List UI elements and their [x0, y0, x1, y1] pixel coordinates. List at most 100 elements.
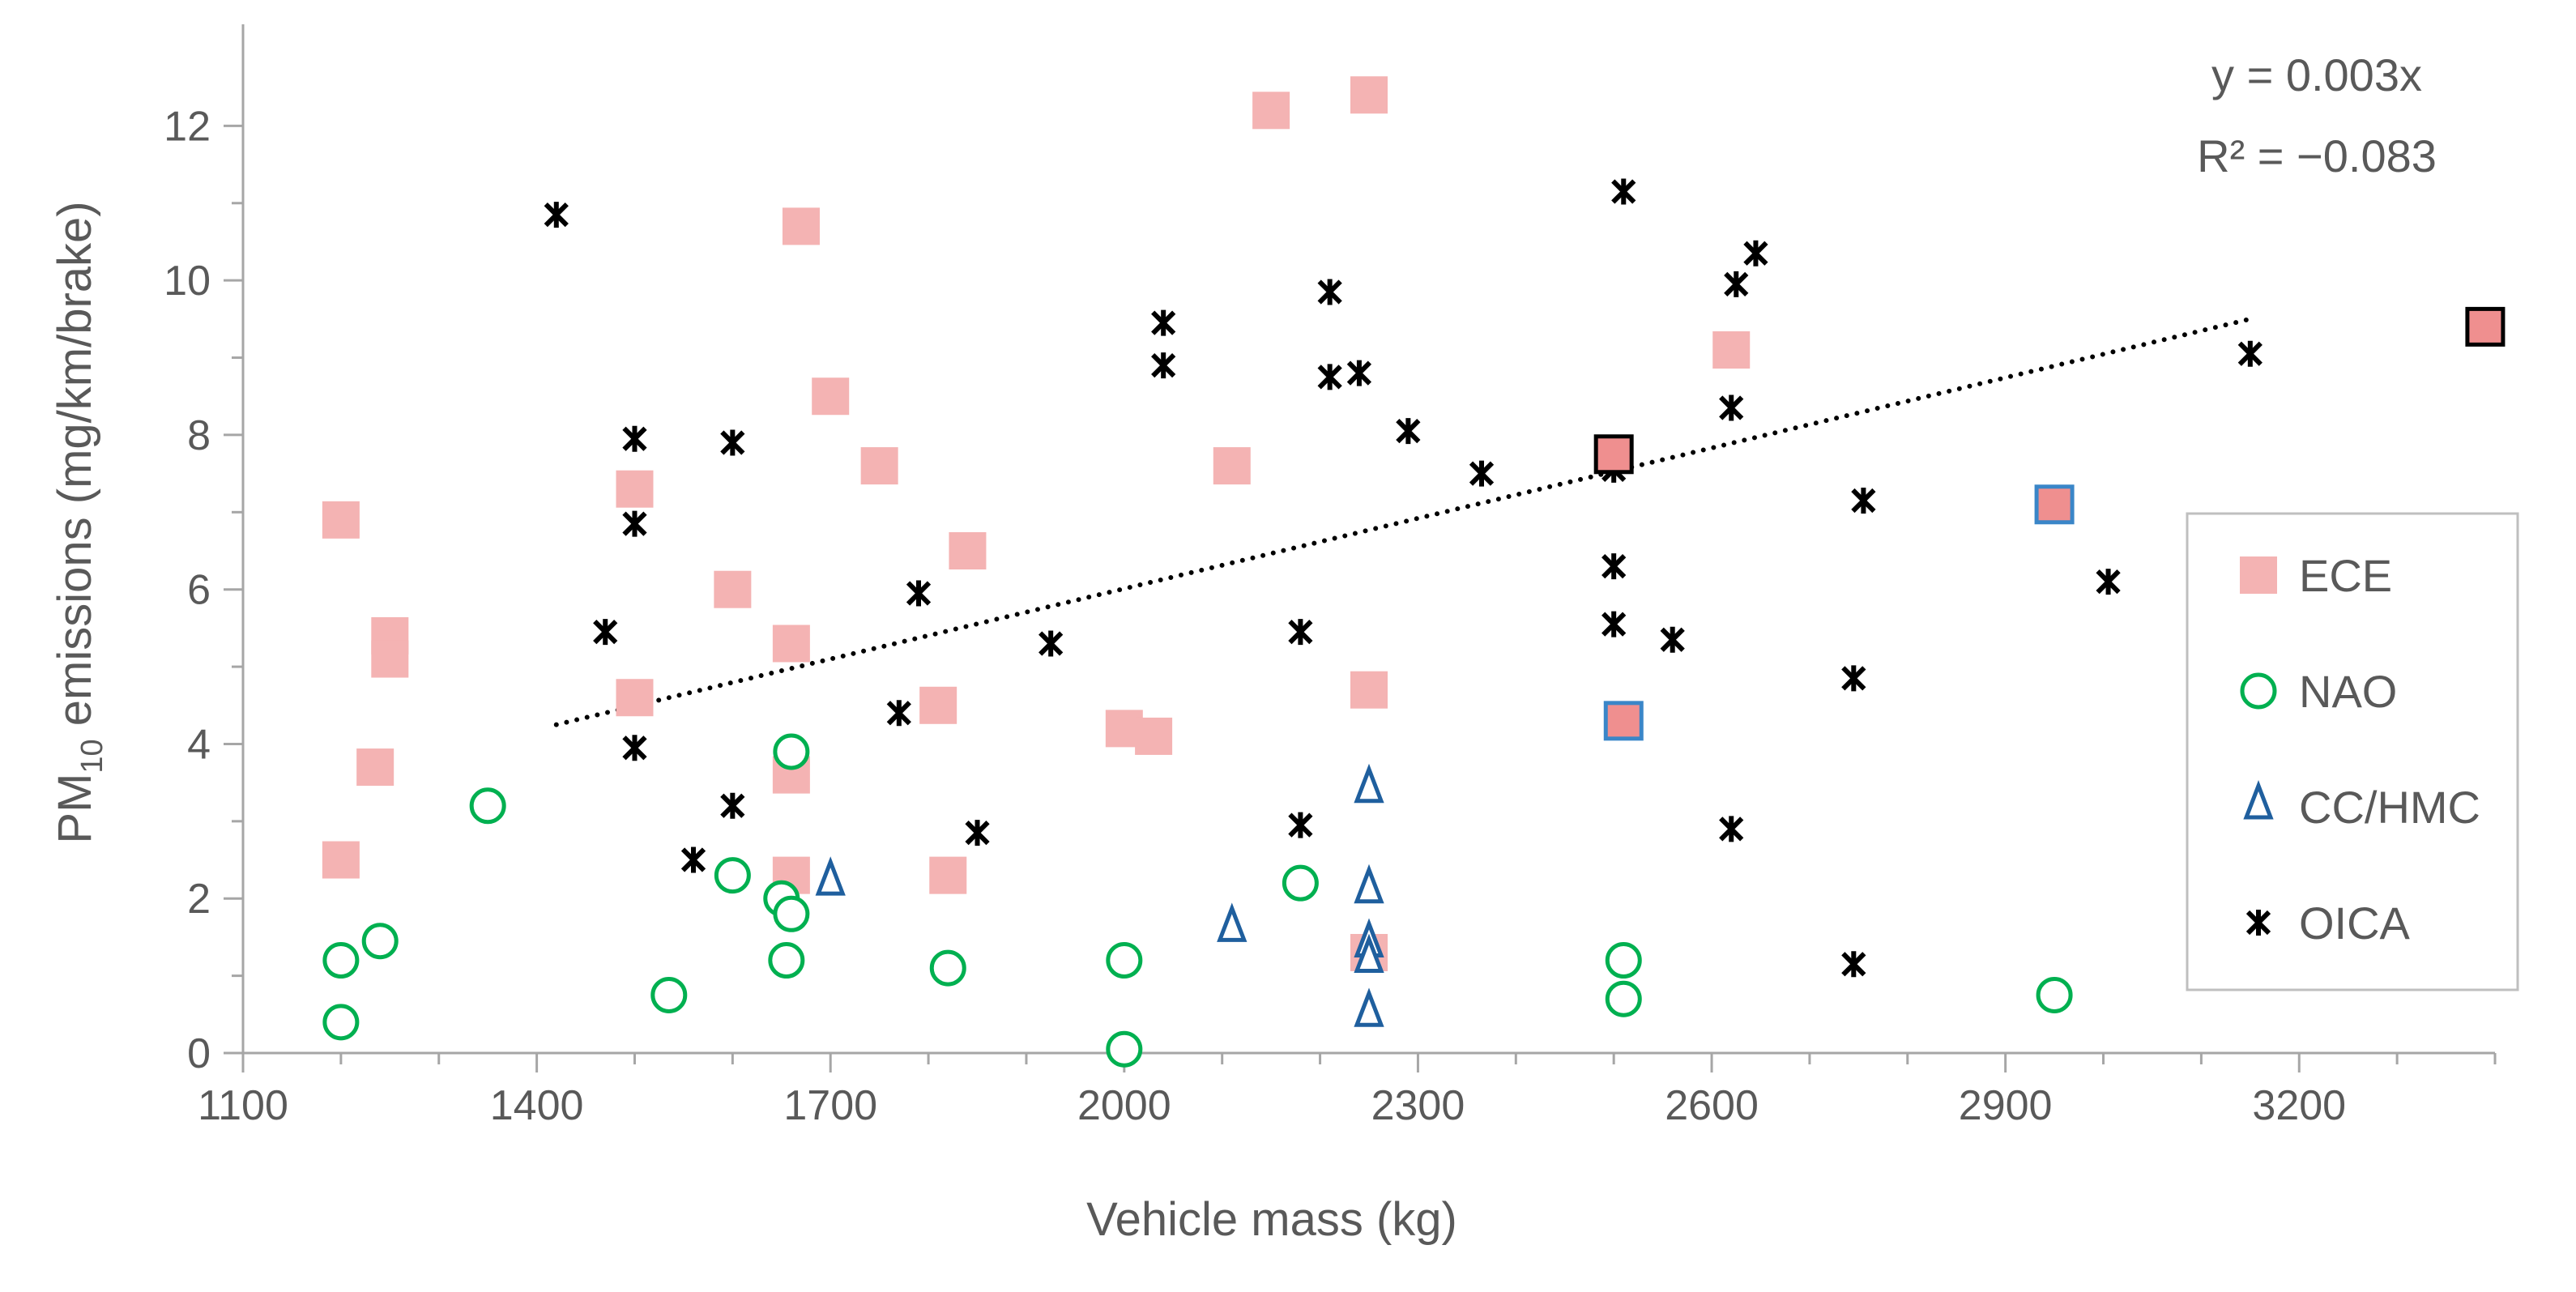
x-tick-label: 2300 — [1371, 1082, 1465, 1129]
cc-hmc-point — [815, 856, 846, 896]
nao-point — [768, 942, 805, 979]
legend-marker — [2243, 780, 2274, 820]
nao-point — [361, 923, 399, 960]
axes: 0 2 4 6 8 10 12 1100 1400 1700 2000 2300 2600 2900 320… — [164, 24, 2497, 1129]
trendline-r-squared: R² = −0.083 — [2197, 130, 2437, 181]
ece-point — [1135, 717, 1173, 755]
oica-point — [1151, 352, 1176, 379]
oica-point — [680, 846, 706, 873]
ece-point — [356, 748, 395, 787]
x-tick-label: 1400 — [490, 1082, 584, 1129]
oica-point — [1601, 611, 1627, 637]
nao-point — [773, 733, 810, 770]
y-tick-label: 6 — [187, 567, 211, 614]
x-tick-label: 1700 — [783, 1082, 877, 1129]
x-tick-label: 2600 — [1665, 1082, 1759, 1129]
y-tick-label: 10 — [164, 258, 211, 305]
legend: ECE NAO CC/HMC OICA — [2186, 512, 2519, 991]
legend-item: CC/HMC — [2243, 780, 2480, 833]
x-tick-label: 1100 — [198, 1082, 288, 1129]
oica-point — [1841, 951, 1866, 978]
highlighted-point-blue — [2034, 484, 2075, 525]
y-tick-label: 4 — [187, 721, 211, 768]
legend-marker — [2240, 556, 2277, 594]
y-axis-title-main: PM — [49, 774, 101, 844]
legend-item: ECE — [2240, 550, 2392, 601]
cc-hmc-point — [1354, 987, 1384, 1027]
oica-point — [2237, 340, 2263, 367]
oica-point — [1151, 309, 1176, 336]
legend-marker — [2240, 672, 2277, 710]
ece-point — [1213, 447, 1251, 485]
nao-point — [322, 942, 360, 979]
data-points — [322, 76, 2506, 1068]
oica-point — [965, 820, 990, 846]
oica-point — [1288, 619, 1313, 646]
nao-point — [322, 1004, 360, 1041]
oica-point — [1469, 460, 1495, 487]
highlighted-point-red — [1593, 434, 1634, 475]
trendline — [553, 316, 2253, 727]
oica-point — [1660, 626, 1685, 653]
oica-point — [622, 735, 647, 761]
y-axis-title-subscript: 10 — [75, 739, 109, 773]
nao-point — [1106, 1030, 1143, 1068]
oica-point — [886, 700, 911, 727]
oica-point — [1743, 240, 1768, 267]
trendline-group — [553, 316, 2253, 727]
trendline-equation: y = 0.003x — [2211, 49, 2422, 100]
highlighted-point-blue — [1603, 701, 1644, 741]
x-tick-label: 2900 — [1959, 1082, 2053, 1129]
ece-point — [1350, 671, 1388, 709]
nao-point — [773, 895, 810, 932]
oica-point — [906, 580, 932, 607]
y-tick-label: 2 — [187, 876, 211, 923]
ece-point — [929, 856, 967, 894]
oica-point — [2096, 569, 2121, 595]
ece-point — [616, 679, 654, 717]
legend-box — [2186, 512, 2519, 991]
nao-point — [2036, 976, 2073, 1013]
y-axis-title-rest: emissions (mg/km/brake) — [49, 201, 101, 739]
oica-point — [622, 425, 647, 452]
oica-point — [1611, 178, 1636, 205]
nao-point — [929, 949, 966, 987]
nao-point — [469, 787, 506, 825]
ece-point — [371, 640, 409, 678]
ece-point — [322, 841, 360, 879]
oica-point — [1039, 630, 1064, 657]
cc-hmc-point — [1354, 933, 1384, 974]
oica-point — [1719, 816, 1744, 842]
oica-point — [1346, 360, 1372, 386]
oica-point — [1841, 665, 1866, 692]
ece-point — [1350, 76, 1388, 114]
cc-hmc-point — [1354, 763, 1384, 804]
x-tick-label: 2000 — [1077, 1082, 1171, 1129]
highlighted-point-red — [2465, 306, 2506, 347]
legend-marker — [2245, 910, 2271, 936]
ece-point — [322, 501, 360, 539]
ece-point — [860, 447, 898, 485]
x-tick-label: 3200 — [2252, 1082, 2346, 1129]
oica-point — [1851, 488, 1876, 514]
oica-point — [720, 429, 745, 456]
oica-point — [1317, 364, 1342, 390]
nao-point — [714, 857, 751, 894]
ece-point — [949, 532, 987, 569]
y-axis-title: PM10 emissions (mg/km/brake) — [49, 201, 109, 843]
ece-point — [812, 377, 850, 416]
legend-label: NAO — [2299, 666, 2397, 717]
cc-hmc-point — [1354, 863, 1384, 904]
ece-point — [919, 686, 957, 724]
oica-point — [1601, 553, 1627, 580]
ece-point — [772, 625, 810, 663]
oica-point — [544, 202, 569, 228]
legend-label: OICA — [2299, 898, 2411, 949]
legend-label: ECE — [2299, 550, 2392, 601]
y-tick-label: 8 — [187, 412, 211, 459]
oica-point — [1317, 279, 1342, 305]
ece-point — [782, 207, 820, 245]
nao-point — [1282, 864, 1319, 902]
y-tick-label: 12 — [164, 103, 211, 150]
